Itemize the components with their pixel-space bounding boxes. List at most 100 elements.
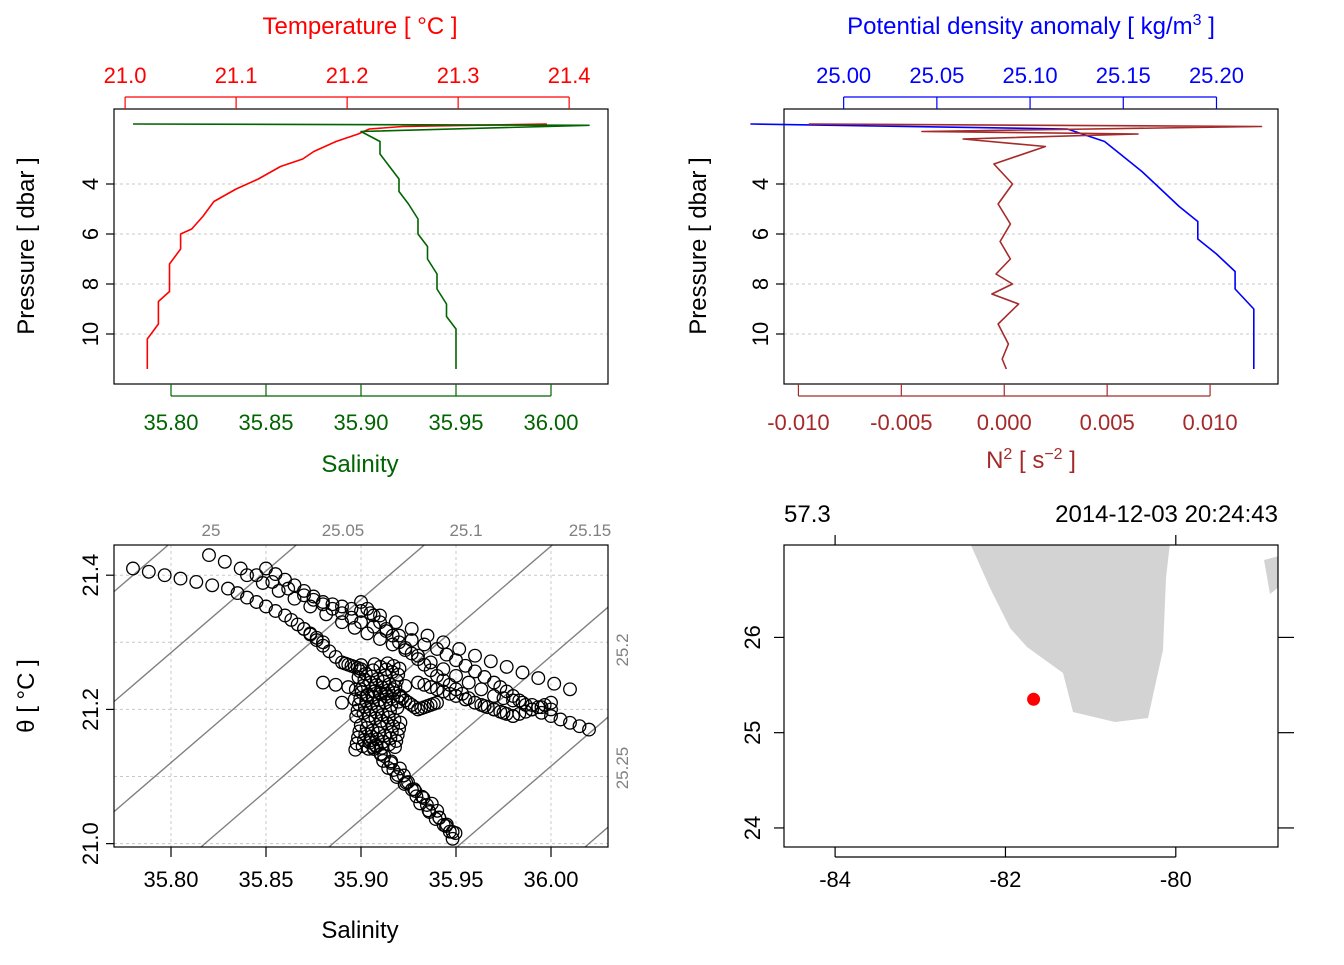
p3-point [352,724,367,739]
p3-contour-label-top-3: 25.15 [569,521,612,540]
p3-point [499,706,514,721]
p4-y-tick-label-1: 25 [740,720,765,744]
panel-density-profile: 4 6 8 10 25.00 25.05 25.10 25.15 25.20 -0.010 -0.0… [685,12,1279,474]
p2-y-tick-label-1: 6 [748,228,773,240]
p3-point [474,697,489,712]
p3-point [352,664,367,679]
p3-point [417,637,432,652]
p3-point [409,789,424,804]
p3-point [411,675,425,690]
p2-top-tick-label-2: 25.10 [1003,63,1058,88]
p1-plot-frame [113,108,609,385]
p3-point [373,686,388,701]
p1-series-temperature [146,123,547,369]
p3-point [381,683,396,698]
p2-axes: 4 6 8 10 25.00 25.05 25.10 25.15 25.20 -0.010 -0.0… [748,63,1244,435]
p3-point [424,796,439,811]
p2-bottom-label-end: ] [1063,447,1076,474]
p2-top-tick-label-4: 25.20 [1189,63,1244,88]
p2-series [750,123,1263,370]
p3-point [396,768,411,783]
p2-top-tick-label-3: 25.15 [1096,63,1151,88]
p3-contour-label-top-0: 25 [202,521,221,540]
p3-point [563,715,577,730]
p3-point [268,567,283,582]
p3-point [452,642,467,656]
p3-x-tick-label-3: 35.95 [428,867,483,892]
p3-point [335,599,349,614]
p4-top-right-label: 2014-12-03 20:24:43 [1055,501,1278,528]
p3-y-axis-label: θ [ °C ] [13,659,40,733]
p3-contour-label-top-1: 25.05 [322,521,365,540]
p3-point [389,734,404,748]
p3-point [268,604,283,618]
p3-point [373,747,388,762]
p1-bottom-tick-label-3: 35.95 [428,410,483,435]
p3-point [413,796,428,811]
p3-point [249,595,264,609]
p4-x-tick-label-2: -80 [1160,867,1192,892]
p4-top-left-label: 57.3 [784,501,831,528]
p3-point [341,680,356,695]
p3-point [445,825,460,839]
p3-point [483,654,498,669]
p3-contour-2 [114,545,425,813]
p3-point [335,695,349,710]
p3-x-tick-label-2: 35.90 [333,867,388,892]
p3-point [506,709,520,724]
p3-point [572,719,587,734]
p3-contour-5 [456,716,608,847]
p3-point [303,599,318,614]
p3-point [344,610,359,625]
p3-point [537,697,552,712]
p3-contour-3 [200,545,553,847]
p1-y-tick-label-1: 6 [78,228,103,240]
p3-point [230,586,245,601]
p3-point [351,697,366,712]
p2-series-n2 [808,123,1263,370]
p3-point [393,688,407,703]
p3-point [348,682,363,697]
p3-point [354,604,368,618]
p4-plot-frame [783,544,1279,848]
p1-y-tick-label-0: 4 [78,178,103,190]
p1-y-tick-label-2: 8 [78,278,103,290]
p1-top-tick-label-0: 21.0 [104,63,147,88]
p3-point [493,704,508,719]
p2-bottom-tick-label-0: -0.010 [767,410,829,435]
p3-point [496,691,511,706]
p2-top-tick-label-1: 25.05 [909,63,964,88]
p3-point [358,666,373,681]
p2-bottom-label-sup2: −2 [1044,446,1062,463]
p3-point [344,601,359,616]
land-florida [970,545,1170,722]
p1-series-salinity [132,123,590,369]
p2-grid [784,183,1278,335]
p3-point [189,574,204,589]
p2-bottom-tick-label-1: -0.005 [870,410,932,435]
p3-point [531,700,546,715]
p1-top-tick-label-2: 21.2 [326,63,369,88]
p1-series [132,123,590,369]
p3-point [487,702,501,717]
p3-point [499,659,514,674]
p3-point [436,635,451,650]
p3-point [316,595,330,609]
p3-point [363,702,378,717]
p3-x-axis-label: Salinity [321,917,398,944]
p3-point [404,621,419,636]
p3-point [525,702,539,717]
p3-point [384,698,399,713]
p4-x-tick-label-1: -82 [990,867,1022,892]
p3-point [363,606,378,621]
p3-point [544,695,558,710]
p3-point [439,647,454,662]
p3-y-tick-label-1: 21.2 [78,688,103,731]
p3-point [375,707,390,722]
p3-point [384,754,399,769]
p3-contour-label-side-0: 25.2 [613,633,632,666]
p3-point [391,667,406,682]
p3-point [468,664,482,679]
p3-point [474,682,489,697]
